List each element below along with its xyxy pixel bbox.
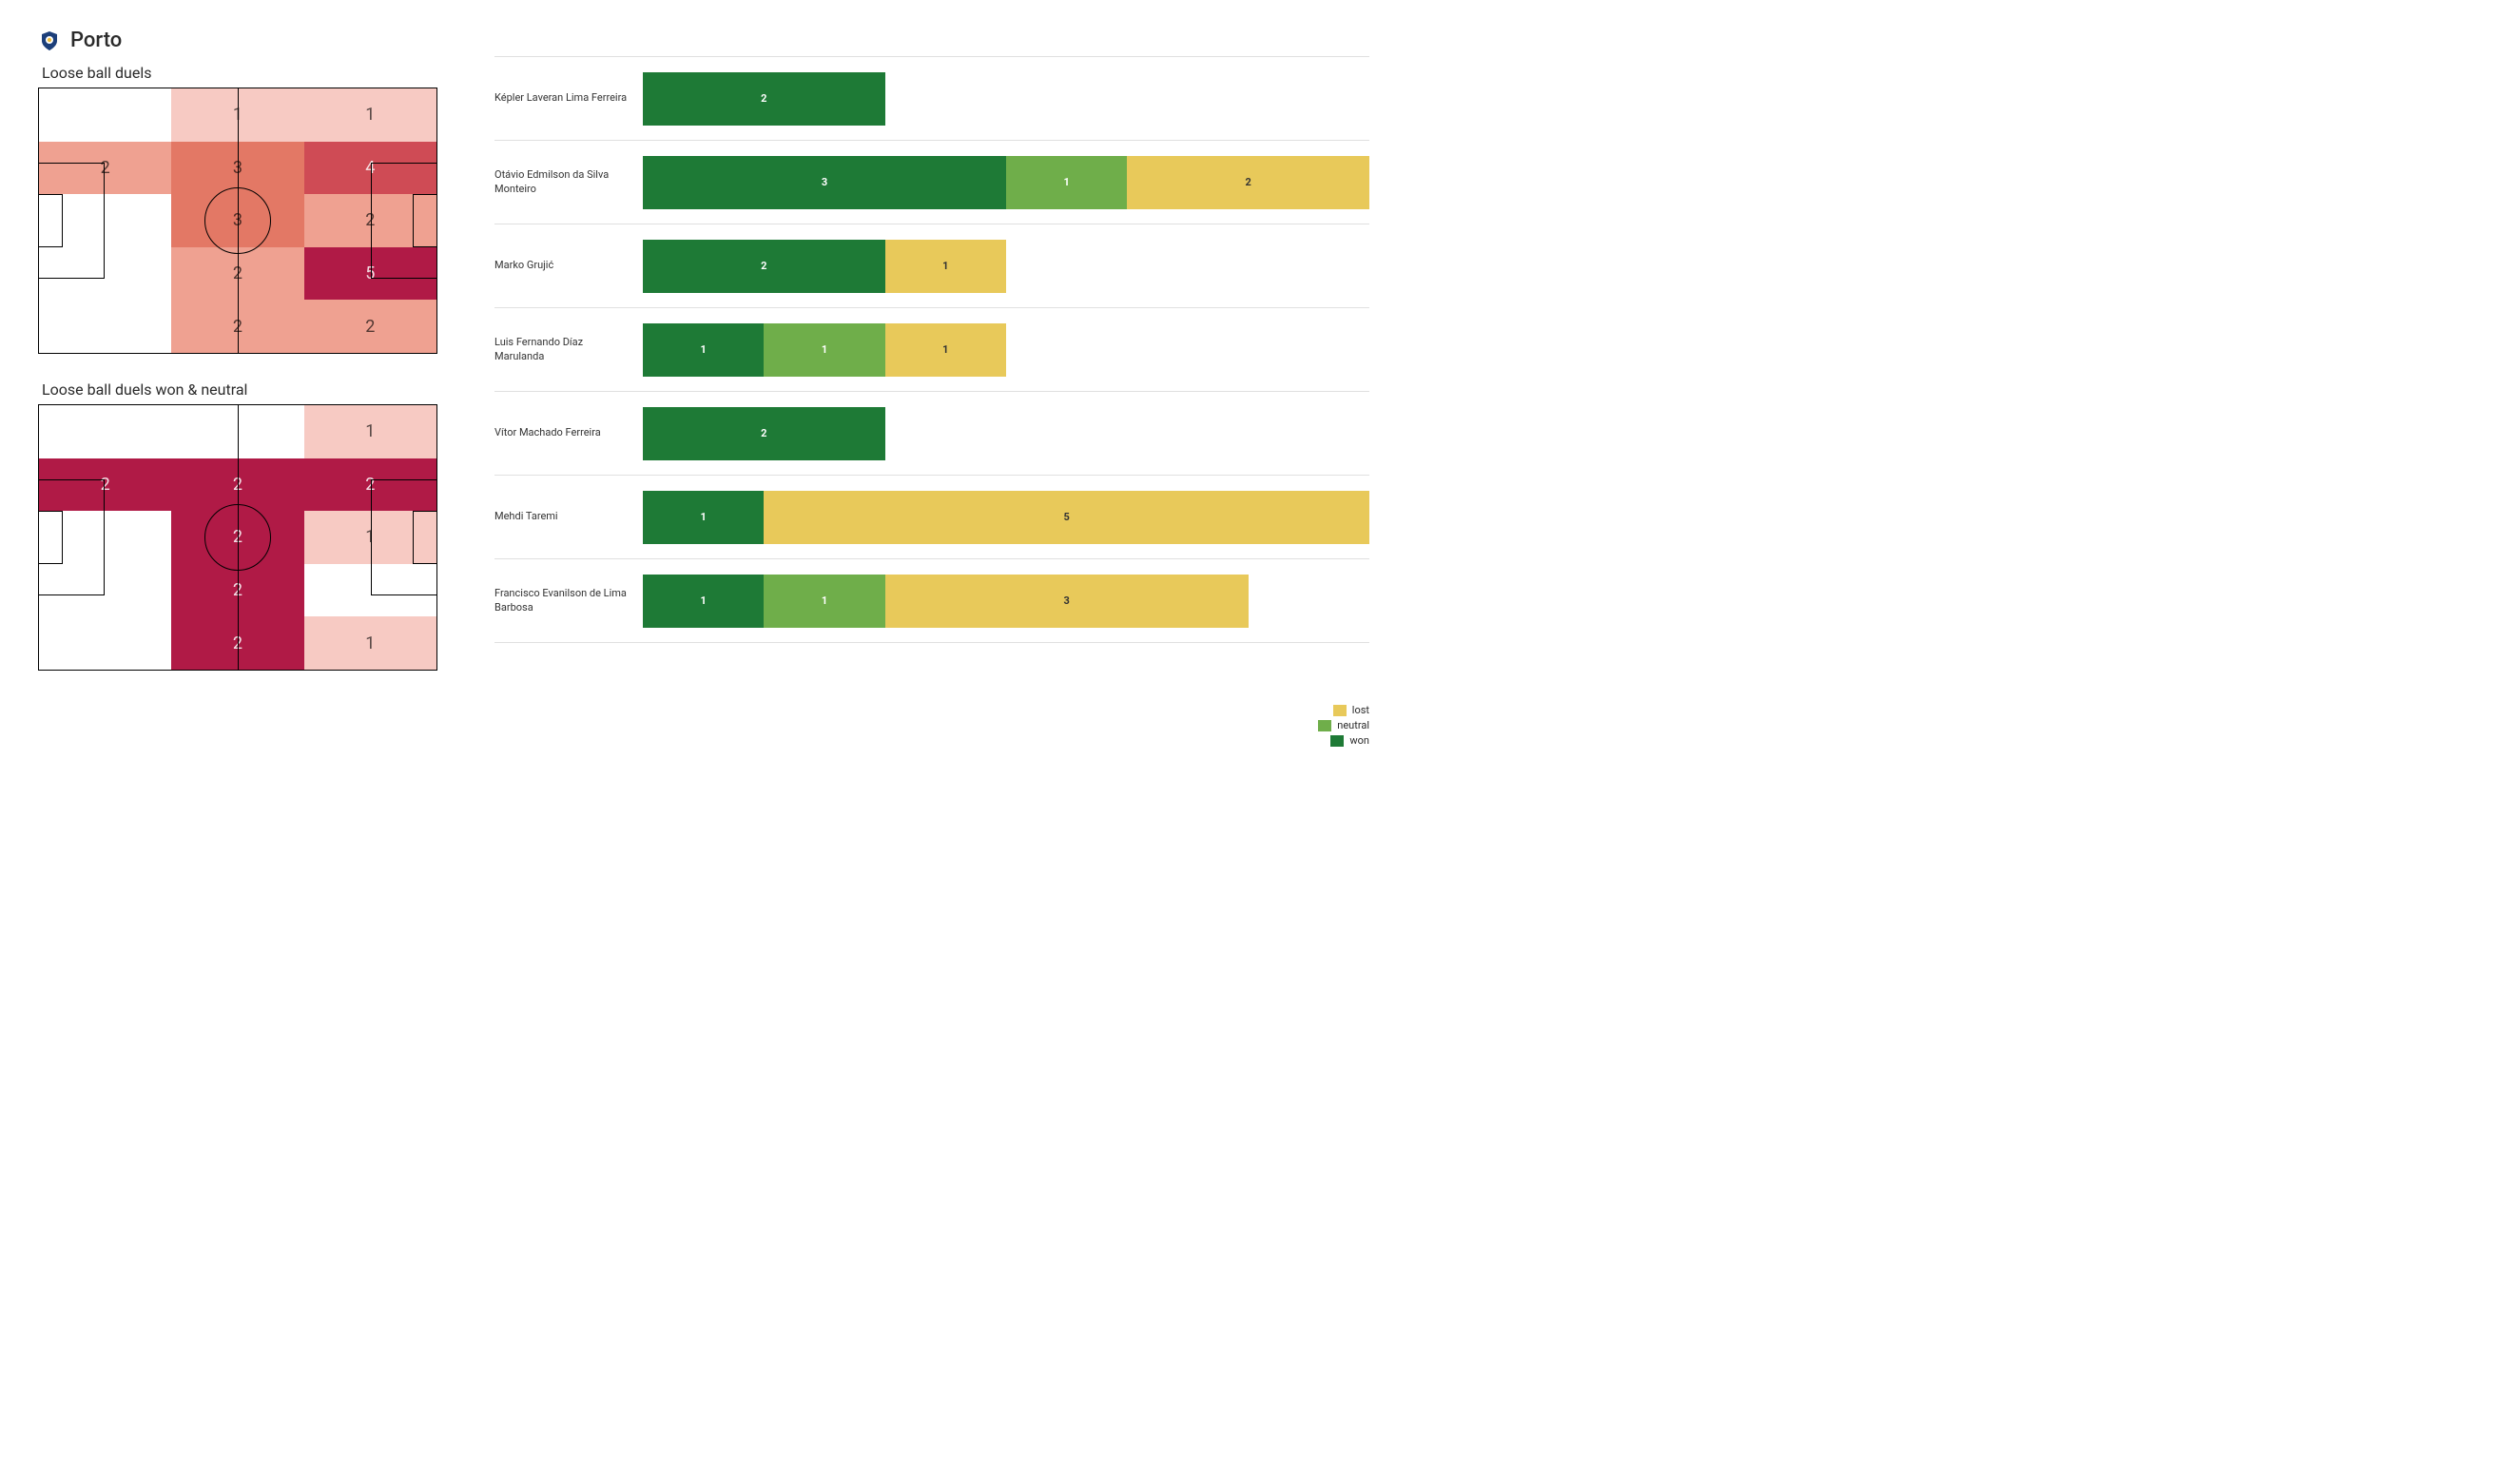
heatmap-all-wrap: Loose ball duels 11234322522	[38, 64, 456, 354]
heatmap-cell: 1	[304, 511, 436, 564]
player-bar: 2	[643, 72, 1369, 126]
heatmap-cell: 2	[304, 300, 436, 353]
player-name: Mehdi Taremi	[494, 510, 628, 523]
player-name: Marko Grujić	[494, 259, 628, 272]
bar-segment-won: 1	[643, 323, 764, 377]
player-bar: 21	[643, 240, 1369, 293]
heatmap-cell	[39, 247, 171, 301]
player-row: Vítor Machado Ferreira 2	[494, 392, 1369, 476]
player-name: Vítor Machado Ferreira	[494, 426, 628, 439]
player-bar: 113	[643, 575, 1369, 628]
team-crest-icon	[38, 29, 61, 52]
bar-segment-lost: 2	[1127, 156, 1369, 209]
bar-segment-won: 2	[643, 407, 885, 460]
heatmap-all-title: Loose ball duels	[42, 64, 456, 82]
player-row: Otávio Edmilson da Silva Monteiro 312	[494, 141, 1369, 224]
player-row: Luis Fernando Díaz Marulanda111	[494, 308, 1369, 392]
player-row: Francisco Evanilson de Lima Barbosa113	[494, 559, 1369, 643]
heatmap-cell	[39, 511, 171, 564]
heatmap-all: 11234322522	[38, 88, 437, 354]
heatmap-cell: 2	[304, 458, 436, 512]
bar-segment-neutral: 1	[1006, 156, 1127, 209]
heatmap-cell: 2	[171, 616, 303, 670]
player-row: Mehdi Taremi 15	[494, 476, 1369, 559]
heatmap-cell	[39, 300, 171, 353]
heatmap-cell: 2	[39, 458, 171, 512]
bar-segment-lost: 1	[885, 323, 1006, 377]
heatmap-cell	[39, 564, 171, 617]
heatmap-cell: 2	[304, 194, 436, 247]
player-row: Marko Grujić 21	[494, 224, 1369, 308]
legend-lost: lost	[1318, 704, 1369, 716]
heatmap-cell: 2	[171, 458, 303, 512]
player-name: Otávio Edmilson da Silva Monteiro	[494, 168, 628, 196]
heatmap-cell: 1	[304, 405, 436, 458]
player-bar: 15	[643, 491, 1369, 544]
player-name: Francisco Evanilson de Lima Barbosa	[494, 587, 628, 614]
heatmap-cell: 5	[304, 247, 436, 301]
heatmap-cell: 2	[171, 511, 303, 564]
heatmap-cell: 2	[171, 564, 303, 617]
bar-segment-won: 1	[643, 575, 764, 628]
heatmap-cell: 2	[171, 300, 303, 353]
heatmap-won-wrap: Loose ball duels won & neutral 122221221	[38, 380, 456, 671]
heatmap-cell: 1	[171, 88, 303, 142]
report-header: Porto	[38, 29, 1369, 52]
heatmap-cell: 1	[304, 616, 436, 670]
legend-neutral: neutral	[1318, 719, 1369, 731]
legend-swatch-lost	[1333, 705, 1347, 716]
player-name: Luis Fernando Díaz Marulanda	[494, 336, 628, 363]
bar-segment-won: 1	[643, 491, 764, 544]
heatmap-cell: 4	[304, 142, 436, 195]
heatmap-cell	[39, 616, 171, 670]
player-rows: Képler Laveran Lima Ferreira2Otávio Edmi…	[494, 56, 1369, 643]
player-name: Képler Laveran Lima Ferreira	[494, 91, 628, 105]
legend-label-won: won	[1349, 734, 1369, 747]
panels: Loose ball duels 11234322522 Loose ball …	[38, 56, 1369, 697]
heatmap-cell	[171, 405, 303, 458]
legend: lost neutral won	[1318, 701, 1369, 747]
heatmap-cell	[304, 564, 436, 617]
heatmap-cell	[39, 88, 171, 142]
legend-label-lost: lost	[1352, 704, 1369, 716]
player-bar: 111	[643, 323, 1369, 377]
heatmap-cell: 2	[39, 142, 171, 195]
heatmap-cell	[39, 194, 171, 247]
report-root: Porto Loose ball duels 11234322522 Loose…	[38, 29, 1369, 697]
heatmap-cell: 3	[171, 142, 303, 195]
player-bars-column: Képler Laveran Lima Ferreira2Otávio Edmi…	[494, 56, 1369, 697]
legend-swatch-neutral	[1318, 720, 1331, 731]
legend-won: won	[1318, 734, 1369, 747]
team-name: Porto	[70, 29, 122, 52]
bar-segment-won: 2	[643, 72, 885, 126]
bar-segment-won: 2	[643, 240, 885, 293]
heatmap-won-title: Loose ball duels won & neutral	[42, 380, 456, 399]
legend-label-neutral: neutral	[1337, 719, 1369, 731]
bar-segment-neutral: 1	[764, 323, 884, 377]
heatmap-cell: 2	[171, 247, 303, 301]
heatmap-cell	[39, 405, 171, 458]
bar-segment-won: 3	[643, 156, 1006, 209]
legend-swatch-won	[1330, 735, 1344, 747]
bar-segment-lost: 5	[764, 491, 1369, 544]
player-bar: 2	[643, 407, 1369, 460]
heatmaps-column: Loose ball duels 11234322522 Loose ball …	[38, 56, 456, 697]
heatmap-cell: 3	[171, 194, 303, 247]
heatmap-won: 122221221	[38, 404, 437, 671]
bar-segment-neutral: 1	[764, 575, 884, 628]
player-row: Képler Laveran Lima Ferreira 2	[494, 57, 1369, 141]
bar-segment-lost: 3	[885, 575, 1249, 628]
bar-segment-lost: 1	[885, 240, 1006, 293]
player-bar: 312	[643, 156, 1369, 209]
heatmap-cell: 1	[304, 88, 436, 142]
